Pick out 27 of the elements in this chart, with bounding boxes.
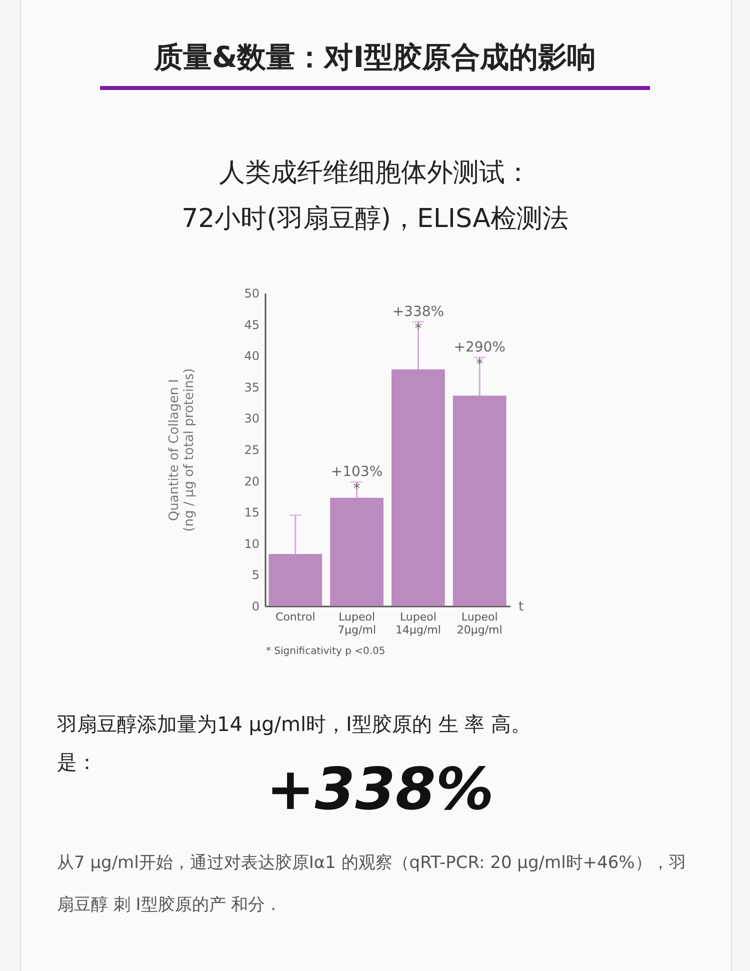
text: 从7 μg/ml开始，通过对表达胶原Iα1 的观察（qRT-PCR: 20 μg/ml时+46%），羽扇豆醇 刺 I型胶原的产 和分 .	[57, 853, 686, 915]
y-tick-label: 0	[252, 600, 260, 614]
y-tick-label: 35	[244, 380, 260, 394]
chart-title: 质量&数量：对I型胶原合成的影响	[100, 38, 650, 90]
annotation: +338% *	[392, 304, 444, 337]
annotation: +103% *	[330, 464, 383, 498]
y-tick-label: 5	[252, 568, 260, 582]
y-tick-label: 40	[244, 349, 260, 364]
y-tick-label: 10	[244, 536, 260, 551]
x-axis-title: t	[518, 600, 524, 614]
x-tick-label: Control	[276, 610, 316, 624]
annotation: +290% *	[454, 339, 506, 372]
x-tick-label: Lupeol 14μg/ml	[395, 610, 441, 636]
y-tick-label: 20	[244, 474, 260, 488]
x-tick-label: Lupeol 20μg/ml	[456, 610, 502, 636]
y-tick-label: 45	[244, 318, 260, 332]
y-tick-label: 25	[244, 443, 260, 457]
y-tick-label: 15	[244, 506, 260, 520]
y-axis-title: Quantite of Collagen I (ng / μg of total proteins)	[167, 368, 198, 532]
y-tick-label: 30	[244, 412, 260, 426]
x-tick-label: Lupeol 7μg/ml	[338, 610, 376, 636]
y-tick-label: 50	[244, 286, 260, 300]
text: 是：	[57, 749, 97, 776]
text: +338%	[266, 755, 494, 823]
text: * Significativity p <0.05	[266, 646, 386, 657]
text: 羽扇豆醇添加量为14 μg/ml时，I型胶原的 生 率 高。	[57, 711, 531, 738]
chart-subtitle: 人类成纤维细胞体外测试： 72小时(羽扇豆醇)，ELISA检测法	[180, 157, 570, 236]
